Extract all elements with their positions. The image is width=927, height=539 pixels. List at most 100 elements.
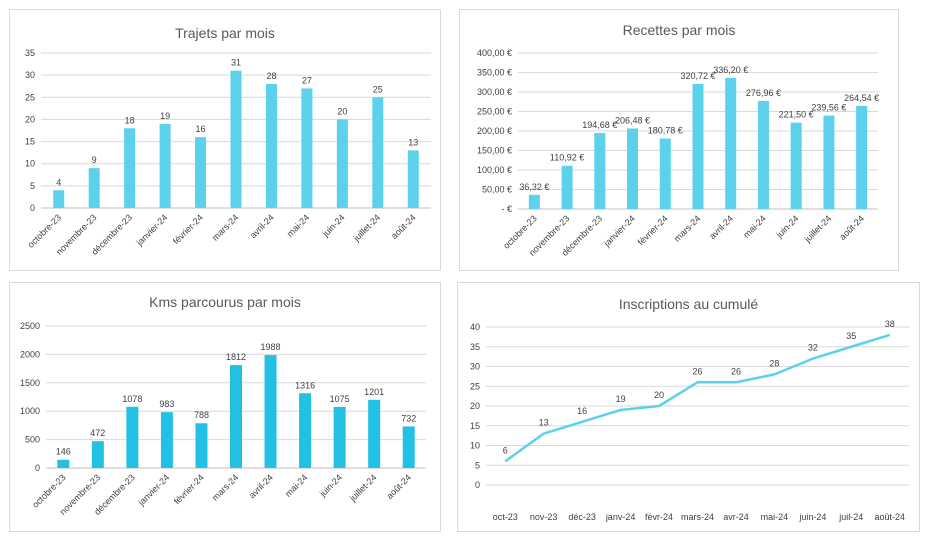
x-tick-label: janvier-24 <box>601 213 637 249</box>
data-label: 472 <box>90 428 105 438</box>
x-tick-label: juin-24 <box>320 212 347 239</box>
bar <box>368 399 381 468</box>
bar <box>757 100 769 209</box>
bar <box>195 423 208 468</box>
x-tick-label: juin-24 <box>774 213 801 240</box>
x-tick-label: août-24 <box>384 472 413 501</box>
bar <box>88 168 100 208</box>
x-tick-label: janv-24 <box>605 512 636 522</box>
x-tick-label: nov-23 <box>530 512 558 522</box>
data-label: 38 <box>885 319 895 329</box>
bar <box>333 406 346 468</box>
chart-title: Trajets par mois <box>175 25 275 41</box>
x-tick-label: août-24 <box>875 512 906 522</box>
y-tick-label: 1500 <box>20 378 40 388</box>
data-label: 27 <box>302 75 312 85</box>
y-tick-label: 20 <box>470 401 480 411</box>
chart-title: Kms parcourus par mois <box>149 294 301 310</box>
y-tick-label: 35 <box>25 48 35 58</box>
data-label: 32 <box>808 343 818 353</box>
y-tick-label: 20 <box>25 114 35 124</box>
data-label: 276,96 € <box>746 88 781 98</box>
y-tick-label: 500 <box>25 435 40 445</box>
y-tick-label: 50,00 € <box>482 185 512 195</box>
x-tick-label: mai-24 <box>761 512 789 522</box>
bar <box>299 393 312 468</box>
x-tick-label: juin-24 <box>317 472 344 499</box>
data-label: 31 <box>231 58 241 68</box>
bar <box>264 355 277 468</box>
chart-title: Inscriptions au cumulé <box>619 296 759 312</box>
bar <box>230 70 242 208</box>
x-tick-label: juillet-24 <box>351 212 382 243</box>
data-label: 732 <box>401 413 416 423</box>
x-tick-label: mars-24 <box>672 213 702 243</box>
bar <box>91 441 104 468</box>
chart-recettes-panel: Recettes par mois - € 50,00 € 100,00 € 150,0… <box>459 9 899 271</box>
x-tick-label: avril-24 <box>247 472 275 500</box>
data-label: 1316 <box>295 380 315 390</box>
x-tick-label: octobre-23 <box>26 212 63 249</box>
chart-inscriptions-panel: Inscriptions au cumulé 0 5 10 15 20 25 30 35 40 6 o… <box>457 282 920 532</box>
data-label: 16 <box>577 406 587 416</box>
bar <box>336 119 348 208</box>
data-label: 264,54 € <box>844 93 879 103</box>
y-tick-label: - € <box>501 204 512 214</box>
bar <box>124 128 136 208</box>
y-tick-label: 0 <box>35 463 40 473</box>
data-label: 180,78 € <box>648 125 683 135</box>
bar <box>160 412 173 468</box>
data-label: 221,50 € <box>779 110 814 120</box>
x-tick-label: juillet-24 <box>347 472 378 503</box>
data-label: 26 <box>731 366 741 376</box>
x-tick-label: janvier-24 <box>134 212 170 248</box>
y-tick-label: 2500 <box>20 321 40 331</box>
bar <box>528 194 540 209</box>
bar <box>301 88 313 208</box>
data-label: 35 <box>846 331 856 341</box>
data-label: 28 <box>266 71 276 81</box>
data-label: 26 <box>692 366 702 376</box>
data-label: 19 <box>616 394 626 404</box>
chart-kms-panel: Kms parcourus par mois 0 500 1000 1500 2000 25… <box>9 282 441 532</box>
data-label: 1988 <box>261 342 281 352</box>
x-tick-label: mai-24 <box>741 213 768 240</box>
data-label: 206,48 € <box>615 115 650 125</box>
data-label: 336,20 € <box>713 65 748 75</box>
data-label: 320,72 € <box>680 71 715 81</box>
bar <box>407 150 419 208</box>
y-tick-label: 10 <box>25 159 35 169</box>
bar <box>230 365 242 468</box>
y-tick-label: 350,00 € <box>477 68 512 78</box>
bar <box>195 137 207 208</box>
y-tick-label: 35 <box>470 342 480 352</box>
x-tick-label: févr-24 <box>645 512 673 522</box>
y-tick-label: 0 <box>475 480 480 490</box>
y-tick-label: 400,00 € <box>477 48 512 58</box>
x-tick-label: avril-24 <box>248 212 276 240</box>
bar <box>265 84 277 208</box>
y-tick-label: 40 <box>470 322 480 332</box>
data-label: 788 <box>194 410 209 420</box>
y-tick-label: 25 <box>470 381 480 391</box>
data-label: 18 <box>125 115 135 125</box>
x-tick-label: oct-23 <box>493 512 518 522</box>
x-tick-label: mars-24 <box>210 472 240 502</box>
x-tick-label: avril-24 <box>707 213 735 241</box>
chart-recettes: Recettes par mois - € 50,00 € 100,00 € 150,0… <box>477 22 879 258</box>
bar <box>659 138 671 209</box>
bar <box>53 190 65 208</box>
chart-inscriptions: Inscriptions au cumulé 0 5 10 15 20 25 30 35 40 6 o… <box>470 296 909 522</box>
data-label: 6 <box>503 445 508 455</box>
y-tick-label: 15 <box>470 421 480 431</box>
data-label: 1201 <box>364 387 384 397</box>
data-label: 16 <box>196 124 206 134</box>
data-label: 983 <box>159 399 174 409</box>
y-tick-label: 200,00 € <box>477 126 512 136</box>
bar <box>692 83 704 209</box>
bar <box>725 77 737 209</box>
y-tick-label: 2000 <box>20 349 40 359</box>
bar <box>594 133 606 209</box>
x-tick-label: août-24 <box>389 212 418 241</box>
data-label: 25 <box>373 84 383 94</box>
